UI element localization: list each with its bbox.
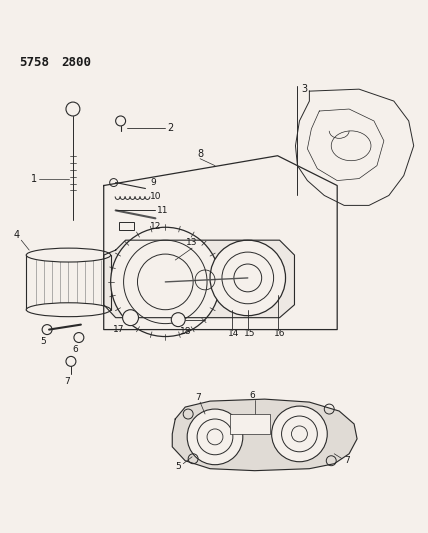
Circle shape <box>207 429 223 445</box>
Text: 16: 16 <box>273 329 285 338</box>
Circle shape <box>111 227 220 336</box>
Text: 4: 4 <box>13 230 19 240</box>
Ellipse shape <box>26 303 111 317</box>
Ellipse shape <box>26 248 111 262</box>
Text: 11: 11 <box>158 206 169 215</box>
Text: 13: 13 <box>186 238 198 247</box>
Text: 6: 6 <box>72 345 78 354</box>
Text: 6: 6 <box>250 391 256 400</box>
Text: 10: 10 <box>150 192 162 201</box>
Circle shape <box>187 409 243 465</box>
Text: 5: 5 <box>175 462 181 471</box>
Polygon shape <box>104 240 294 318</box>
Polygon shape <box>172 399 357 471</box>
Circle shape <box>282 416 317 452</box>
Text: 1: 1 <box>31 174 37 183</box>
Text: 9: 9 <box>150 178 156 187</box>
Text: 15: 15 <box>244 329 256 338</box>
Text: 8: 8 <box>197 149 203 159</box>
Text: 18: 18 <box>180 327 192 336</box>
Circle shape <box>171 313 185 327</box>
Text: 7: 7 <box>344 456 350 465</box>
Text: 7: 7 <box>195 393 201 402</box>
Circle shape <box>137 254 193 310</box>
Text: 14: 14 <box>228 329 239 338</box>
Text: 12: 12 <box>150 222 162 231</box>
Text: 7: 7 <box>64 377 70 386</box>
Circle shape <box>124 240 207 324</box>
Bar <box>230 414 270 434</box>
Text: 3: 3 <box>301 84 308 94</box>
Circle shape <box>272 406 327 462</box>
Circle shape <box>122 310 139 326</box>
Circle shape <box>210 240 285 316</box>
Circle shape <box>234 264 262 292</box>
Bar <box>119 222 134 230</box>
Circle shape <box>291 426 307 442</box>
Circle shape <box>222 252 273 304</box>
Text: 5: 5 <box>40 337 46 346</box>
Circle shape <box>197 419 233 455</box>
Text: 2: 2 <box>167 123 174 133</box>
Text: 5758: 5758 <box>19 56 49 69</box>
Text: 2800: 2800 <box>61 56 91 69</box>
Text: 17: 17 <box>113 325 124 334</box>
